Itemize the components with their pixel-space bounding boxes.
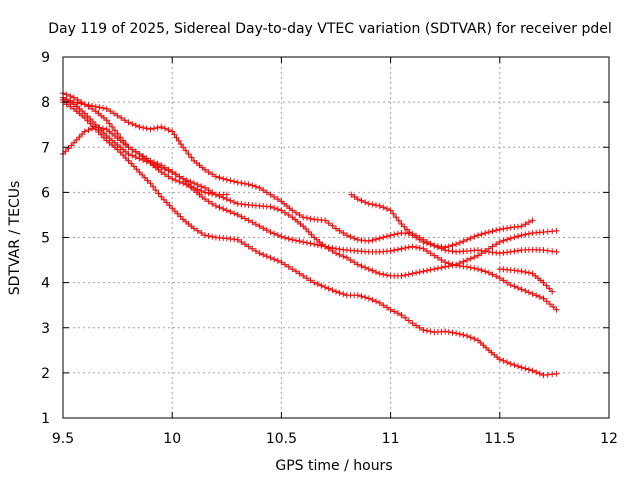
series-trace-1	[60, 90, 560, 279]
y-tick-label: 6	[41, 185, 50, 201]
series-line	[62, 101, 557, 376]
series-markers	[348, 191, 536, 251]
x-axis-label: GPS time / hours	[275, 458, 392, 474]
y-tick-label: 9	[41, 50, 50, 66]
y-tick-label: 5	[41, 231, 50, 247]
series-trace-6	[348, 191, 536, 251]
series-line	[62, 92, 557, 277]
series-markers	[60, 90, 560, 279]
series-trace-4	[60, 99, 560, 379]
y-tick-label: 2	[41, 366, 50, 382]
series-trace-7	[496, 266, 556, 295]
x-tick-label: 11	[382, 431, 400, 447]
y-tick-label: 1	[41, 411, 50, 427]
series-markers	[496, 266, 556, 295]
y-axis-label: SDTVAR / TECUs	[7, 181, 23, 296]
series-layer	[60, 90, 560, 379]
y-tick-label: 7	[41, 140, 50, 156]
x-tick-label: 11.5	[484, 431, 515, 447]
x-tick-label: 10	[163, 431, 181, 447]
y-tick-label: 3	[41, 321, 50, 337]
x-tick-label: 9.5	[52, 431, 74, 447]
y-tick-label: 8	[41, 95, 50, 111]
chart-title: Day 119 of 2025, Sidereal Day-to-day VTE…	[48, 21, 612, 37]
series-markers	[60, 99, 560, 379]
y-tick-label: 4	[41, 276, 50, 292]
series-line	[62, 97, 557, 254]
x-tick-label: 12	[600, 431, 618, 447]
grid	[63, 57, 609, 418]
x-tick-label: 10.5	[266, 431, 297, 447]
